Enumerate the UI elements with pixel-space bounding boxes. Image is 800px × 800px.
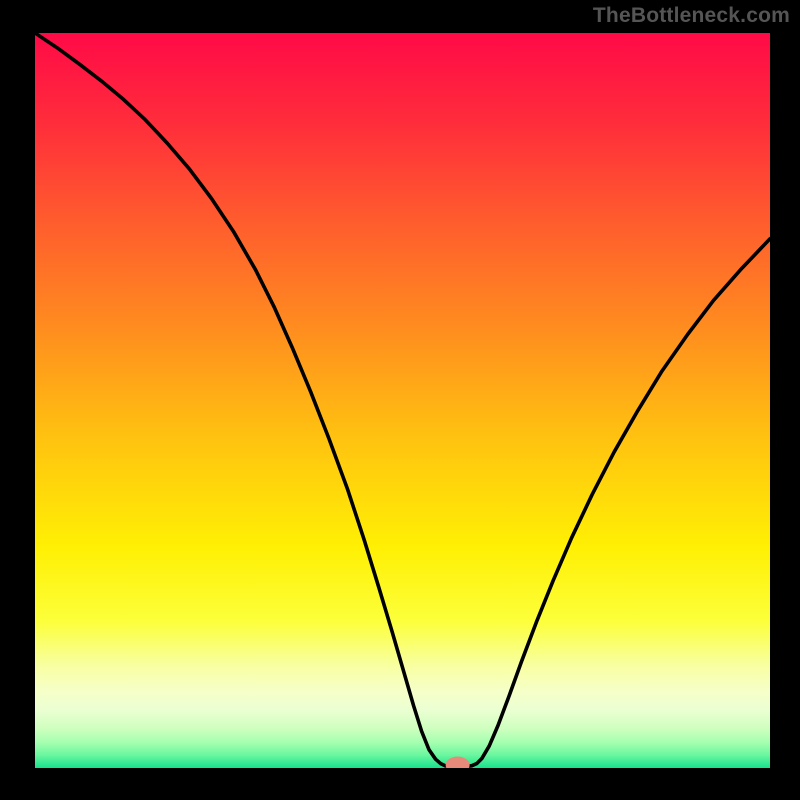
chart-container: TheBottleneck.com xyxy=(0,0,800,800)
chart-svg xyxy=(35,33,770,768)
watermark-text: TheBottleneck.com xyxy=(593,4,790,28)
chart-background xyxy=(35,33,770,768)
plot-area xyxy=(35,33,770,768)
